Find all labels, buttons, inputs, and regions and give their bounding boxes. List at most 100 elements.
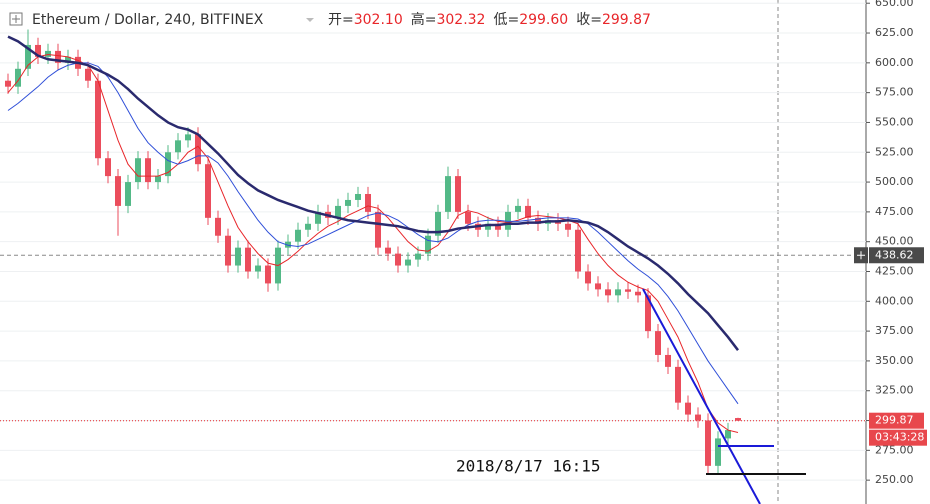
dropdown-arrow[interactable]	[306, 18, 314, 22]
candle-body	[355, 193, 361, 200]
countdown-label: 03:43:28	[875, 431, 924, 444]
candle-body	[175, 140, 181, 153]
annotation: 2018/8/17 16:15	[456, 457, 601, 476]
moving-average	[7, 35, 739, 351]
candle-body	[345, 199, 351, 206]
candle-body	[425, 235, 431, 254]
candle-body	[305, 223, 311, 230]
trend-line	[642, 288, 761, 504]
candle-body	[535, 217, 541, 224]
y-tick-label: 475.00	[875, 205, 914, 218]
candle-body	[605, 289, 611, 296]
candle-body	[375, 211, 381, 248]
y-tick-label: 375.00	[875, 324, 914, 337]
candle-body	[15, 68, 21, 87]
y-tick-label: 525.00	[875, 145, 914, 158]
candle-body	[125, 182, 131, 206]
candle-body	[665, 354, 671, 367]
candle-body	[65, 56, 71, 63]
y-tick-label: 350.00	[875, 354, 914, 367]
candle-body	[365, 193, 371, 212]
candle-body	[445, 176, 451, 212]
y-tick-label: 250.00	[875, 473, 914, 486]
moving-average	[7, 62, 739, 405]
candle-body	[255, 265, 261, 272]
candle-body	[685, 402, 691, 415]
candle-body	[105, 158, 111, 177]
ohlc-value: 302.10	[354, 12, 403, 28]
candle-body	[265, 265, 271, 284]
y-tick-label: 425.00	[875, 264, 914, 277]
candle-body	[635, 291, 641, 296]
candle-body	[725, 430, 731, 439]
symbol-title[interactable]: Ethereum / Dollar, 240, BITFINEX	[32, 12, 264, 28]
candle-body	[185, 134, 191, 141]
candle-body	[585, 271, 591, 284]
drawings	[642, 288, 806, 504]
ohlc-value: 299.60	[519, 12, 568, 28]
candle-body	[315, 211, 321, 224]
header: Ethereum / Dollar, 240, BITFINEX 开= 302.1…	[9, 11, 651, 28]
countdown-tag	[869, 429, 927, 446]
candle-body	[485, 223, 491, 230]
candle-body	[45, 50, 51, 57]
candle-body	[655, 331, 661, 355]
candle-body	[735, 418, 741, 421]
ohlc-label: 开=	[328, 12, 354, 28]
moving-average	[7, 53, 739, 433]
candle-body	[395, 253, 401, 266]
candle-body	[165, 152, 171, 177]
candle-body	[385, 247, 391, 254]
candle-body	[295, 229, 301, 242]
candle-body	[615, 289, 621, 296]
candle-body	[215, 217, 221, 236]
crosshair-tag	[869, 247, 924, 264]
ohlc-label: 低=	[493, 12, 519, 28]
candle-body	[595, 283, 601, 290]
candle-body	[235, 247, 241, 266]
candle-body	[645, 295, 651, 332]
y-tick-label: 500.00	[875, 175, 914, 188]
candle-body	[195, 134, 201, 165]
candle-body	[625, 289, 631, 292]
y-tick-label: 650.00	[875, 0, 914, 9]
candle-body	[465, 211, 471, 224]
candle-body	[205, 164, 211, 218]
candle-body	[155, 176, 161, 183]
y-tick-label: 325.00	[875, 384, 914, 397]
candle-body	[455, 176, 461, 212]
price-axis: 250.00275.00300.00325.00350.00375.00400.…	[854, 0, 927, 486]
y-tick-label: 625.00	[875, 26, 914, 39]
candle-body	[515, 205, 521, 212]
candle-body	[145, 158, 151, 183]
candle-body	[565, 223, 571, 230]
candle-body	[675, 366, 681, 403]
candle-body	[495, 223, 501, 230]
candle-body	[115, 176, 121, 206]
candle-body	[525, 205, 531, 218]
candle-body	[505, 211, 511, 230]
candle-body	[435, 211, 441, 236]
candle-body	[575, 229, 581, 272]
ohlc-label: 高=	[411, 11, 437, 28]
candle-body	[35, 44, 41, 57]
candle-body	[225, 235, 231, 266]
grid	[0, 2, 866, 481]
y-tick-label: 600.00	[875, 56, 914, 69]
candle-body	[405, 259, 411, 266]
y-tick-label: 550.00	[875, 115, 914, 128]
candle-body	[85, 68, 91, 81]
ohlc-value: 299.87	[602, 12, 651, 28]
candle-body	[695, 414, 701, 421]
candle-body	[55, 50, 61, 63]
y-tick-label: 400.00	[875, 294, 914, 307]
candle-body	[245, 247, 251, 272]
ohlc-value: 302.32	[436, 12, 485, 28]
last-price-label: 299.87	[875, 414, 914, 427]
candle-body	[95, 80, 101, 159]
candle-body	[25, 44, 31, 69]
candle-body	[415, 253, 421, 260]
y-tick-label: 450.00	[875, 235, 914, 248]
